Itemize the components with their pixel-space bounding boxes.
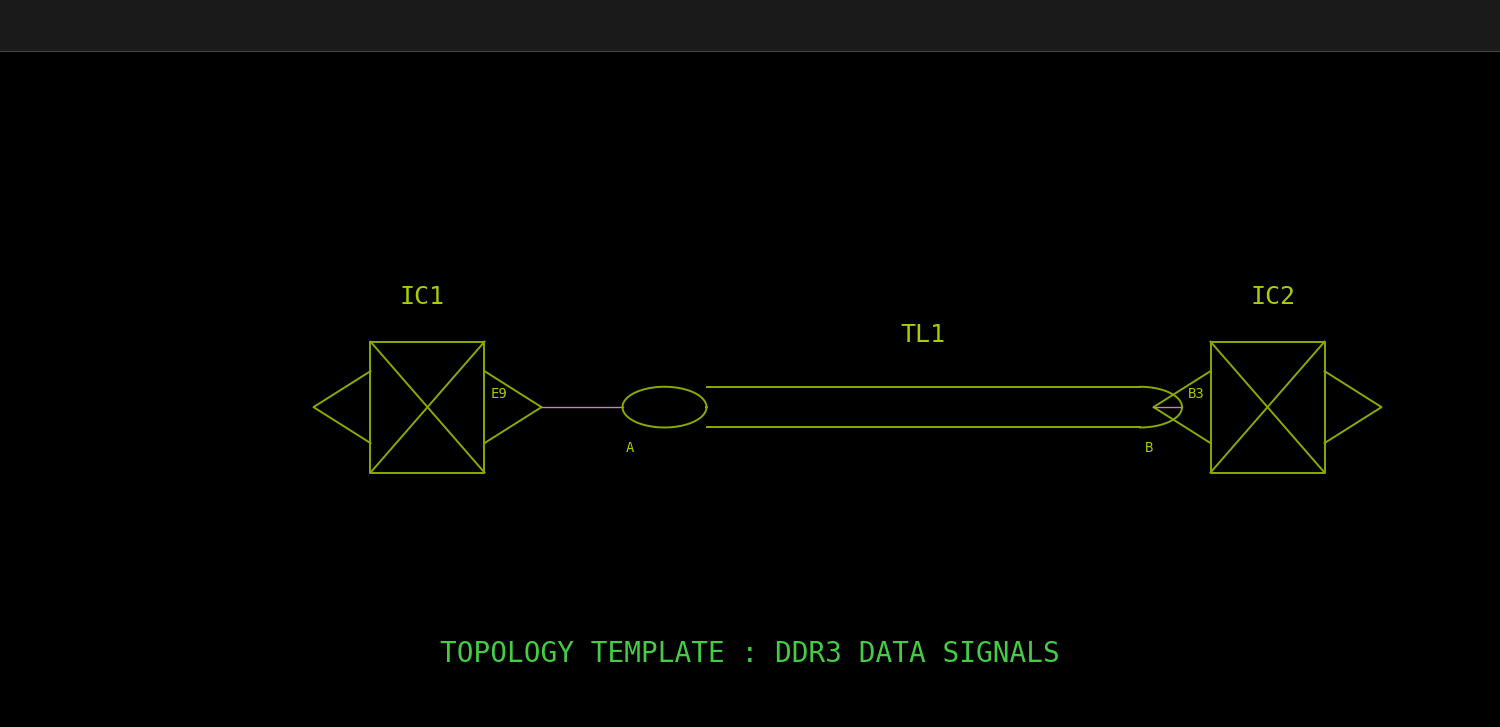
Text: B: B xyxy=(1144,441,1154,454)
Text: A: A xyxy=(626,441,634,454)
Text: IC1: IC1 xyxy=(399,285,444,309)
Text: TOPOLOGY TEMPLATE : DDR3 DATA SIGNALS: TOPOLOGY TEMPLATE : DDR3 DATA SIGNALS xyxy=(440,640,1060,668)
Text: E9: E9 xyxy=(490,387,507,401)
Text: B3: B3 xyxy=(1188,387,1204,401)
Text: IC2: IC2 xyxy=(1251,285,1296,309)
Text: TL1: TL1 xyxy=(900,323,946,347)
Bar xyxy=(0,0,1500,51)
